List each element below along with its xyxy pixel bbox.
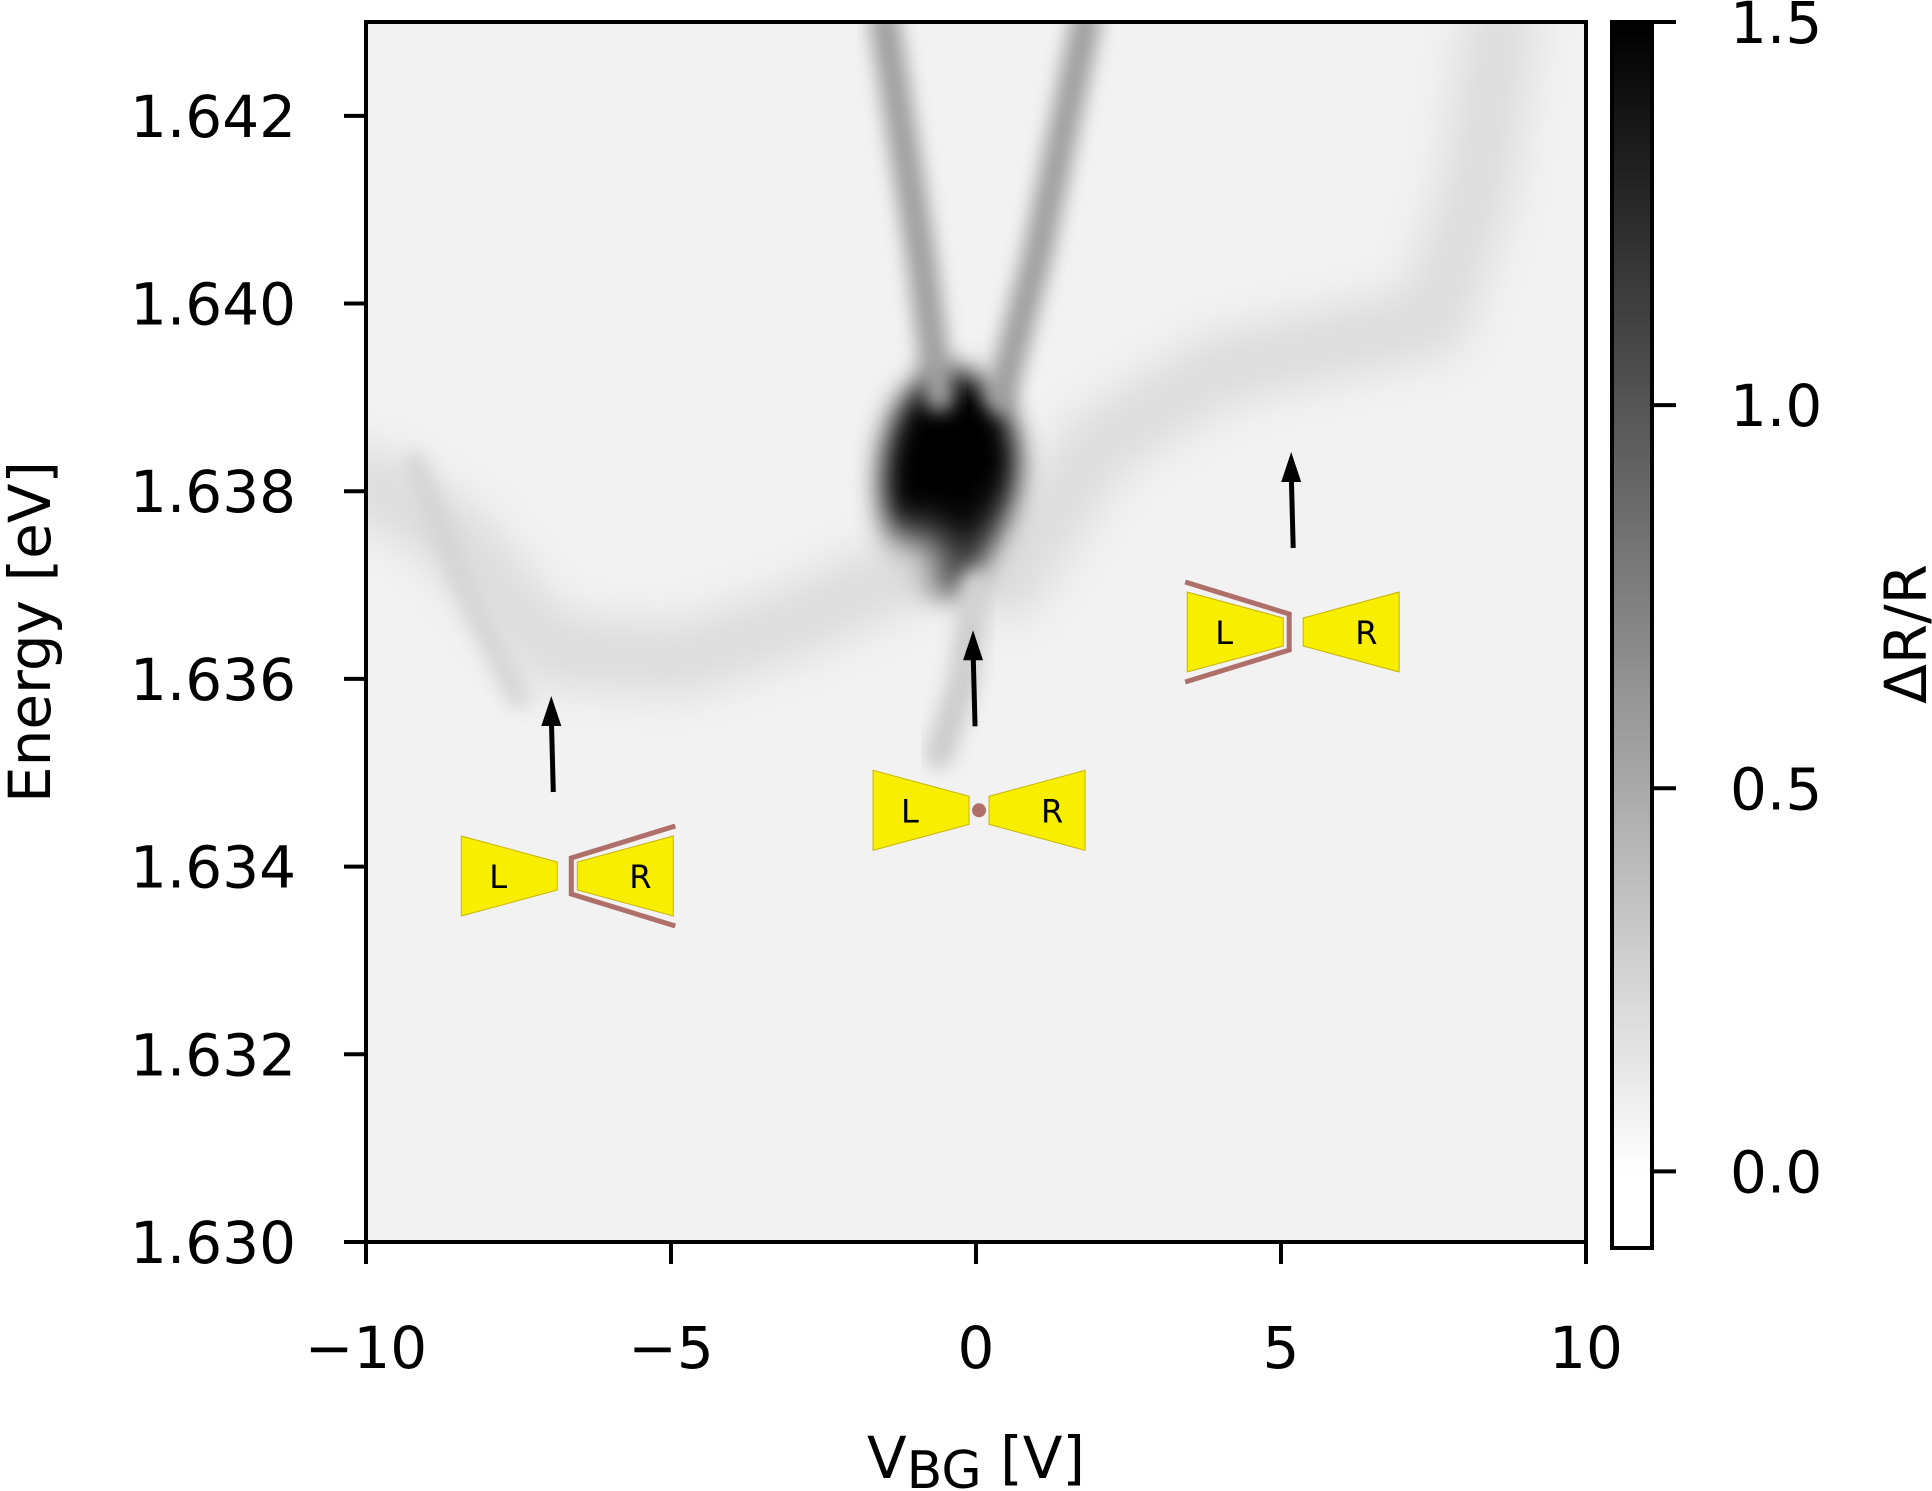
right-gate (988, 769, 1086, 851)
feature-lower-tail (924, 570, 991, 769)
arrow-shaft (548, 715, 556, 793)
feature-left-branch (869, 22, 955, 413)
left-gate-label: L (489, 858, 507, 896)
x-tick-label: 0 (958, 1314, 995, 1382)
y-tick-label: 1.638 (130, 458, 296, 526)
left-gate (1186, 591, 1284, 673)
plot-area: L RL RL R (364, 20, 1588, 1244)
x-tick-label: 10 (1549, 1314, 1623, 1382)
electron-dot (972, 803, 987, 818)
arrow-shaft (970, 650, 978, 727)
left-gate (872, 769, 970, 851)
y-axis-ticks: 1.630 1.632 1.634 1.636 1.638 1.640 1.642 (130, 83, 366, 1277)
y-tick-label: 1.634 (130, 834, 296, 902)
y-tick-label: 1.642 (130, 83, 296, 151)
x-axis-label-unit: [V] (982, 1424, 1085, 1491)
y-axis-label: Energy [eV] (0, 461, 64, 803)
right-gate (576, 835, 674, 917)
y-tick-label: 1.632 (130, 1021, 296, 1089)
y-tick-label: 1.636 (130, 646, 296, 714)
colorbar-label: ΔR/R (1872, 564, 1932, 704)
y-tick-label: 1.630 (130, 1209, 296, 1277)
right-gate (1302, 591, 1400, 673)
arrow-head (963, 630, 984, 661)
feature-right-arc (971, 22, 1536, 621)
arrow-head (541, 696, 562, 726)
arrow-head (1281, 452, 1302, 482)
x-axis-ticks: −10 −5 0 5 10 (305, 1244, 1623, 1382)
feature-left-diagonal (403, 452, 530, 709)
x-axis-label-sub: BG (907, 1441, 982, 1491)
x-axis-label: VBG [V] (867, 1424, 1085, 1491)
arrow-shaft (1288, 471, 1296, 549)
colorbar-gradient (1610, 20, 1654, 1250)
x-axis-label-main: V (867, 1424, 907, 1491)
electron-outline (1184, 579, 1292, 685)
feature-right-branch (985, 22, 1101, 413)
colorbar: 0.0 0.5 1.0 1.5 ΔR/R (1610, 0, 1932, 1250)
x-tick-label: 5 (1263, 1314, 1300, 1382)
y-tick-label: 1.640 (130, 271, 296, 339)
right-gate-label: R (629, 858, 651, 896)
colorbar-ticks: 0.0 0.5 1.0 1.5 (1654, 0, 1822, 1206)
colorbar-tick-label: 0.0 (1730, 1138, 1822, 1206)
heatmap-features (366, 22, 1536, 769)
colorbar-tick-label: 1.5 (1730, 0, 1822, 57)
left-gate-label: L (1215, 614, 1233, 652)
plot-frame (364, 20, 1588, 1244)
x-tick-label: −5 (628, 1314, 714, 1382)
schematic-insets: L RL RL R (460, 452, 1400, 929)
left-gate (460, 835, 558, 917)
right-gate-label: R (1355, 614, 1377, 652)
colorbar-tick-label: 0.5 (1730, 755, 1822, 823)
left-gate-label: L (901, 792, 919, 830)
electron-outline (568, 823, 677, 929)
right-gate-label: R (1041, 792, 1063, 830)
x-tick-label: −10 (305, 1314, 427, 1382)
colorbar-tick-label: 1.0 (1730, 372, 1822, 440)
